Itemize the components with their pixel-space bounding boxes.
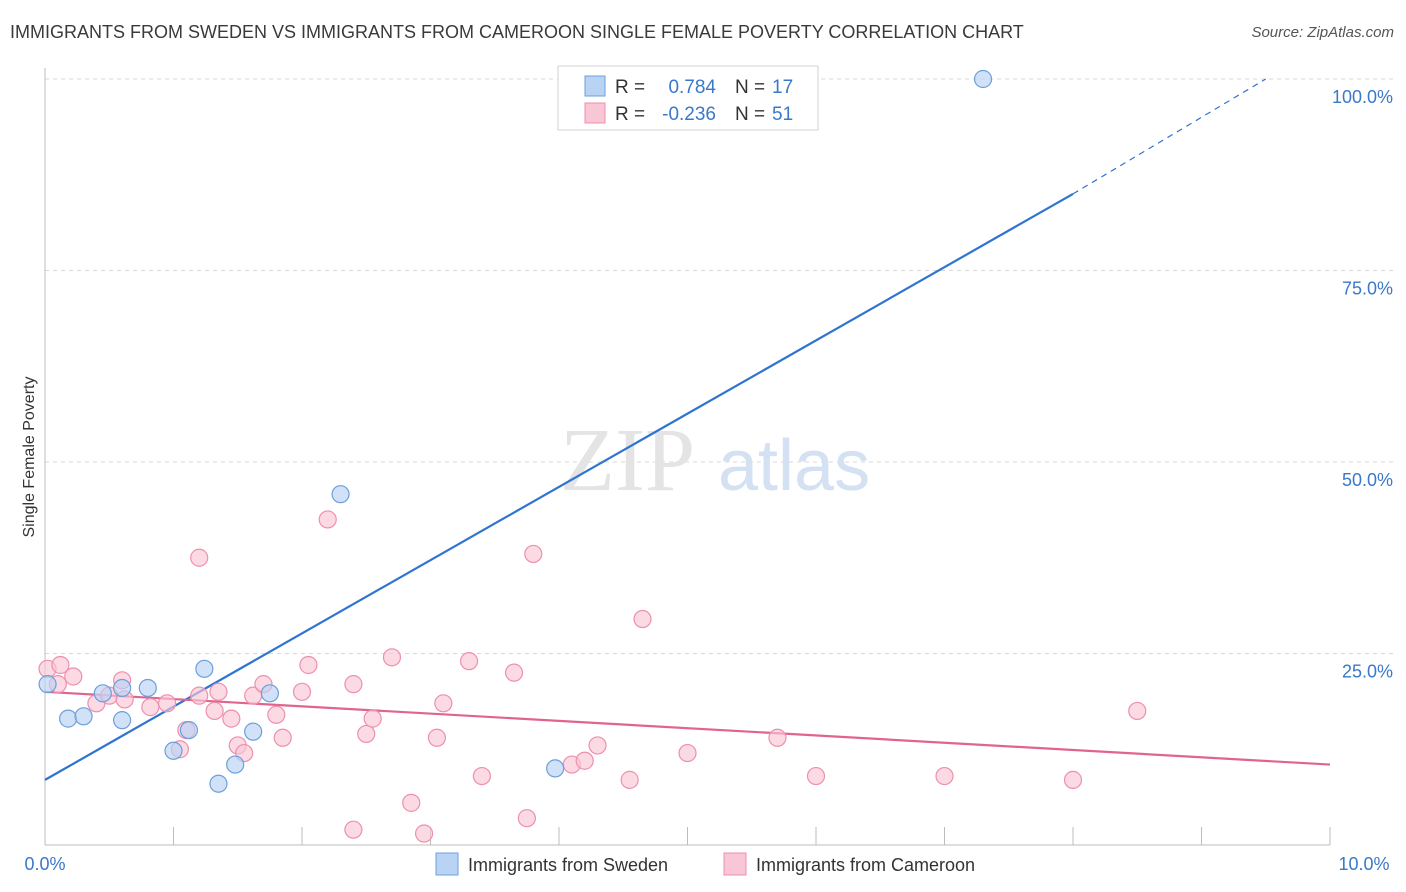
- data-points: [38, 69, 1147, 843]
- sweden-point: [260, 684, 279, 703]
- cameroon-point: [768, 728, 787, 747]
- sweden-point: [244, 722, 263, 741]
- cameroon-point: [1128, 701, 1147, 721]
- tick-labels: 25.0% 50.0% 75.0% 100.0% 0.0% 10.0%: [24, 87, 1393, 874]
- cameroon-point: [575, 751, 594, 770]
- y-tick-label: 75.0%: [1342, 279, 1393, 299]
- cameroon-point: [633, 609, 652, 629]
- cameroon-point: [209, 682, 228, 701]
- cameroon-point: [806, 766, 826, 786]
- cameroon-point: [205, 701, 224, 721]
- legend-r-value-cameroon: -0.236: [662, 104, 716, 125]
- sweden-point: [195, 659, 214, 678]
- watermark: ZIP atlas: [560, 411, 870, 510]
- sweden-point: [138, 678, 157, 698]
- sweden-trend-line: [44, 192, 1074, 781]
- series-swatch-cameroon: [723, 852, 747, 876]
- cameroon-point: [427, 728, 447, 747]
- y-axis-label: Single Female Poverty: [21, 377, 38, 538]
- correlation-legend: R = 0.784 N = 17 R = -0.236 N = 51: [557, 65, 819, 131]
- cameroon-point: [402, 793, 421, 812]
- cameroon-point: [141, 698, 160, 717]
- sweden-point: [546, 759, 565, 778]
- cameroon-point: [267, 705, 286, 724]
- cameroon-point: [935, 766, 954, 786]
- sweden-point: [38, 675, 57, 694]
- sweden-point: [112, 711, 132, 730]
- sweden-point: [93, 684, 112, 703]
- cameroon-point: [517, 809, 536, 828]
- cameroon-point: [414, 824, 434, 843]
- legend-n-label-cameroon: N =: [735, 104, 765, 125]
- legend-swatch-sweden: [584, 75, 606, 97]
- legend-n-value-cameroon: 51: [772, 104, 793, 125]
- y-tick-label: 100.0%: [1332, 87, 1393, 107]
- cameroon-point: [357, 724, 376, 744]
- x-tick-label: 10.0%: [1338, 854, 1389, 874]
- cameroon-point: [472, 766, 491, 786]
- cameroon-point: [382, 648, 402, 667]
- cameroon-point: [678, 743, 697, 763]
- series-swatch-sweden: [435, 852, 459, 876]
- cameroon-point: [459, 652, 479, 671]
- sweden-point: [164, 741, 183, 760]
- sweden-point: [112, 678, 132, 698]
- axes: [44, 68, 1331, 846]
- cameroon-trend-line: [44, 690, 1331, 766]
- cameroon-point: [318, 510, 337, 529]
- trend-lines: [44, 78, 1331, 781]
- legend-swatch-cameroon: [584, 102, 606, 124]
- sweden-point: [226, 755, 245, 774]
- legend-n-label-sweden: N =: [735, 77, 765, 98]
- cameroon-point: [504, 663, 524, 682]
- sweden-point: [973, 69, 993, 89]
- cameroon-point: [51, 655, 70, 675]
- series-label-sweden: Immigrants from Sweden: [468, 855, 668, 875]
- cameroon-point: [620, 770, 639, 789]
- chart-title: IMMIGRANTS FROM SWEDEN VS IMMIGRANTS FRO…: [10, 22, 1024, 42]
- sweden-point: [59, 709, 78, 728]
- legend-n-value-sweden: 17: [772, 77, 793, 98]
- watermark-atlas: atlas: [718, 426, 870, 506]
- cameroon-point: [588, 736, 607, 755]
- x-tick-label: 0.0%: [24, 854, 65, 874]
- source-credit: Source: ZipAtlas.com: [1251, 24, 1394, 41]
- cameroon-point: [1063, 770, 1083, 789]
- cameroon-point: [157, 694, 177, 713]
- legend-r-value-sweden: 0.784: [668, 77, 716, 98]
- series-legend: Immigrants from Sweden Immigrants from C…: [435, 852, 975, 876]
- sweden-point: [179, 720, 199, 740]
- cameroon-point: [363, 709, 382, 728]
- sweden-trend-extension: [1072, 78, 1267, 195]
- legend-r-label-cameroon: R =: [615, 104, 645, 125]
- sweden-point: [331, 485, 350, 504]
- sweden-point: [74, 707, 93, 726]
- cameroon-point: [299, 655, 318, 675]
- sweden-point: [209, 774, 228, 793]
- y-tick-label: 50.0%: [1342, 470, 1393, 490]
- legend-r-label-sweden: R =: [615, 77, 645, 98]
- cameroon-point: [344, 675, 363, 694]
- cameroon-point: [64, 667, 83, 686]
- cameroon-point: [273, 728, 292, 747]
- y-tick-label: 25.0%: [1342, 662, 1393, 682]
- cameroon-point: [190, 548, 209, 567]
- watermark-zip: ZIP: [560, 411, 695, 510]
- cameroon-point: [434, 694, 453, 713]
- cameroon-point: [292, 682, 312, 701]
- cameroon-point: [344, 820, 363, 839]
- cameroon-point: [222, 709, 241, 728]
- grid-lines: [45, 78, 1395, 654]
- cameroon-point: [190, 686, 209, 705]
- series-label-cameroon: Immigrants from Cameroon: [756, 855, 975, 875]
- cameroon-point: [524, 544, 543, 564]
